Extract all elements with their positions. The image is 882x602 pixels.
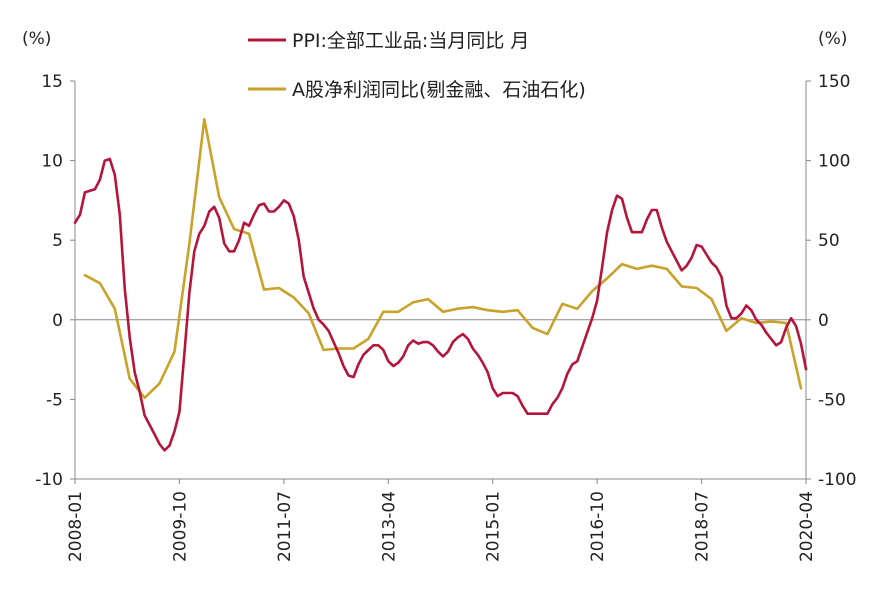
legend-label-ppi: PPI:全部工业品:当月同比 月 — [292, 30, 529, 52]
left-tick-label: -5 — [46, 390, 63, 410]
right-tick-label: 100 — [818, 152, 850, 172]
right-tick-label: -50 — [818, 390, 846, 410]
left-axis-unit: (%) — [22, 29, 51, 49]
left-tick-label: 0 — [52, 311, 63, 331]
x-tick-label: 2008-01 — [66, 491, 86, 562]
x-tick-label: 2020-04 — [797, 491, 817, 562]
series-line-ppi — [73, 157, 808, 452]
left-tick-label: 5 — [52, 231, 63, 251]
right-tick-label: -100 — [818, 470, 857, 490]
x-tick-label: 2015-01 — [484, 491, 504, 562]
series-lines — [73, 117, 808, 452]
right-tick-label: 50 — [818, 231, 840, 251]
right-tick-label: 150 — [818, 72, 850, 92]
x-tick-label: 2011-07 — [275, 491, 295, 562]
x-tick-label: 2013-04 — [379, 491, 399, 562]
series-line-profit — [83, 117, 803, 400]
left-tick-label: 10 — [41, 152, 63, 172]
left-tick-label: 15 — [41, 72, 63, 92]
right-tick-label: 0 — [818, 311, 829, 331]
left-tick-label: -10 — [35, 470, 63, 490]
x-tick-label: 2016-10 — [588, 491, 608, 562]
right-axis-unit: (%) — [818, 29, 847, 49]
legend-label-profit: A股净利润同比(剔金融、石油石化) — [292, 79, 586, 101]
x-tick-label: 2018-07 — [693, 491, 713, 562]
x-tick-label: 2009-10 — [170, 491, 190, 562]
